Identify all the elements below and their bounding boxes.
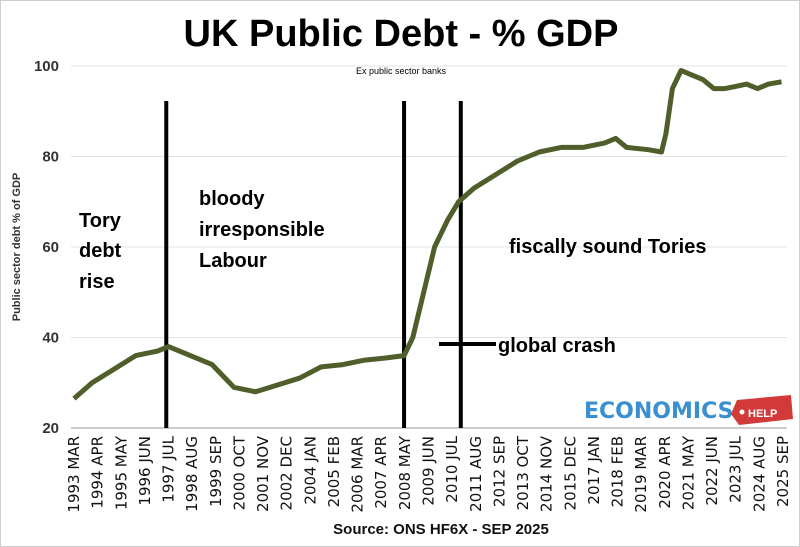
economics-help-logo: ECONOMICS HELP bbox=[584, 395, 793, 425]
x-tick-label: 2006 MAR bbox=[349, 436, 367, 513]
x-tick-label: 2018 FEB bbox=[609, 436, 627, 507]
x-tick-label: 2001 NOV bbox=[254, 435, 272, 512]
svg-text:debt: debt bbox=[79, 240, 122, 262]
x-tick-label: 2014 NOV bbox=[538, 435, 556, 512]
svg-text:Tory: Tory bbox=[79, 210, 122, 232]
y-tick-label: 40 bbox=[42, 330, 59, 347]
x-tick-label: 2010 JUL bbox=[443, 435, 461, 502]
svg-text:rise: rise bbox=[79, 271, 115, 293]
svg-text:ECONOMICS: ECONOMICS bbox=[584, 399, 733, 424]
x-tick-label: 2008 MAY bbox=[396, 435, 414, 510]
svg-text:bloody: bloody bbox=[199, 188, 265, 210]
annotation-labour: bloody irresponsible Labour bbox=[199, 188, 325, 272]
source-note: Source: ONS HF6X - SEP 2025 bbox=[333, 521, 549, 538]
x-tick-label: 2023 JUL bbox=[727, 435, 745, 502]
svg-text:irresponsible: irresponsible bbox=[199, 219, 325, 241]
x-tick-label: 2005 FEB bbox=[325, 436, 343, 507]
y-tick-label: 20 bbox=[42, 420, 59, 437]
x-tick-label: 1999 SEP bbox=[207, 436, 225, 507]
annotation-tory-debt-rise: Tory debt rise bbox=[79, 210, 122, 293]
y-tick-label: 100 bbox=[34, 58, 59, 75]
x-tick-label: 2011 AUG bbox=[467, 436, 485, 512]
svg-text:HELP: HELP bbox=[748, 408, 777, 420]
x-tick-label: 2009 JUN bbox=[420, 436, 438, 506]
x-tick-label: 1993 MAR bbox=[65, 436, 83, 513]
annotation-fiscally-sound: fiscally sound Tories bbox=[509, 236, 706, 258]
x-tick-label: 2022 JUN bbox=[703, 436, 721, 506]
chart-subtitle: Ex public sector banks bbox=[356, 66, 447, 76]
x-tick-label: 2004 JAN bbox=[301, 436, 319, 505]
x-tick-label: 2025 SEP bbox=[774, 436, 792, 507]
debt-series-line bbox=[72, 68, 782, 401]
x-tick-label: 2013 OCT bbox=[514, 435, 532, 510]
y-axis-label: Public sector debt % of GDP bbox=[11, 173, 23, 322]
x-tick-label: 2021 MAY bbox=[679, 435, 697, 510]
chart-title: UK Public Debt - % GDP bbox=[184, 13, 619, 55]
x-tick-label: 1995 MAY bbox=[112, 435, 130, 510]
annotation-global-crash: global crash bbox=[498, 335, 616, 357]
x-tick-label: 1997 JUL bbox=[160, 435, 178, 502]
svg-text:Labour: Labour bbox=[199, 250, 267, 272]
y-tick-label: 80 bbox=[42, 149, 59, 166]
x-tick-label: 2024 AUG bbox=[750, 436, 768, 512]
x-tick-label: 2017 JAN bbox=[585, 436, 603, 505]
x-tick-label: 2007 APR bbox=[372, 436, 390, 509]
x-tick-label: 1998 AUG bbox=[183, 436, 201, 512]
x-tick-label: 2020 APR bbox=[656, 436, 674, 509]
x-tick-label: 1996 JUN bbox=[136, 436, 154, 506]
x-tick-label: 2015 DEC bbox=[561, 436, 579, 510]
x-tick-label: 2000 OCT bbox=[230, 435, 248, 510]
x-tick-label: 2019 MAR bbox=[632, 436, 650, 513]
x-tick-label: 2012 SEP bbox=[490, 436, 508, 507]
x-tick-label: 1994 APR bbox=[89, 436, 107, 509]
y-tick-label: 60 bbox=[42, 239, 59, 256]
x-tick-label: 2002 DEC bbox=[278, 436, 296, 510]
